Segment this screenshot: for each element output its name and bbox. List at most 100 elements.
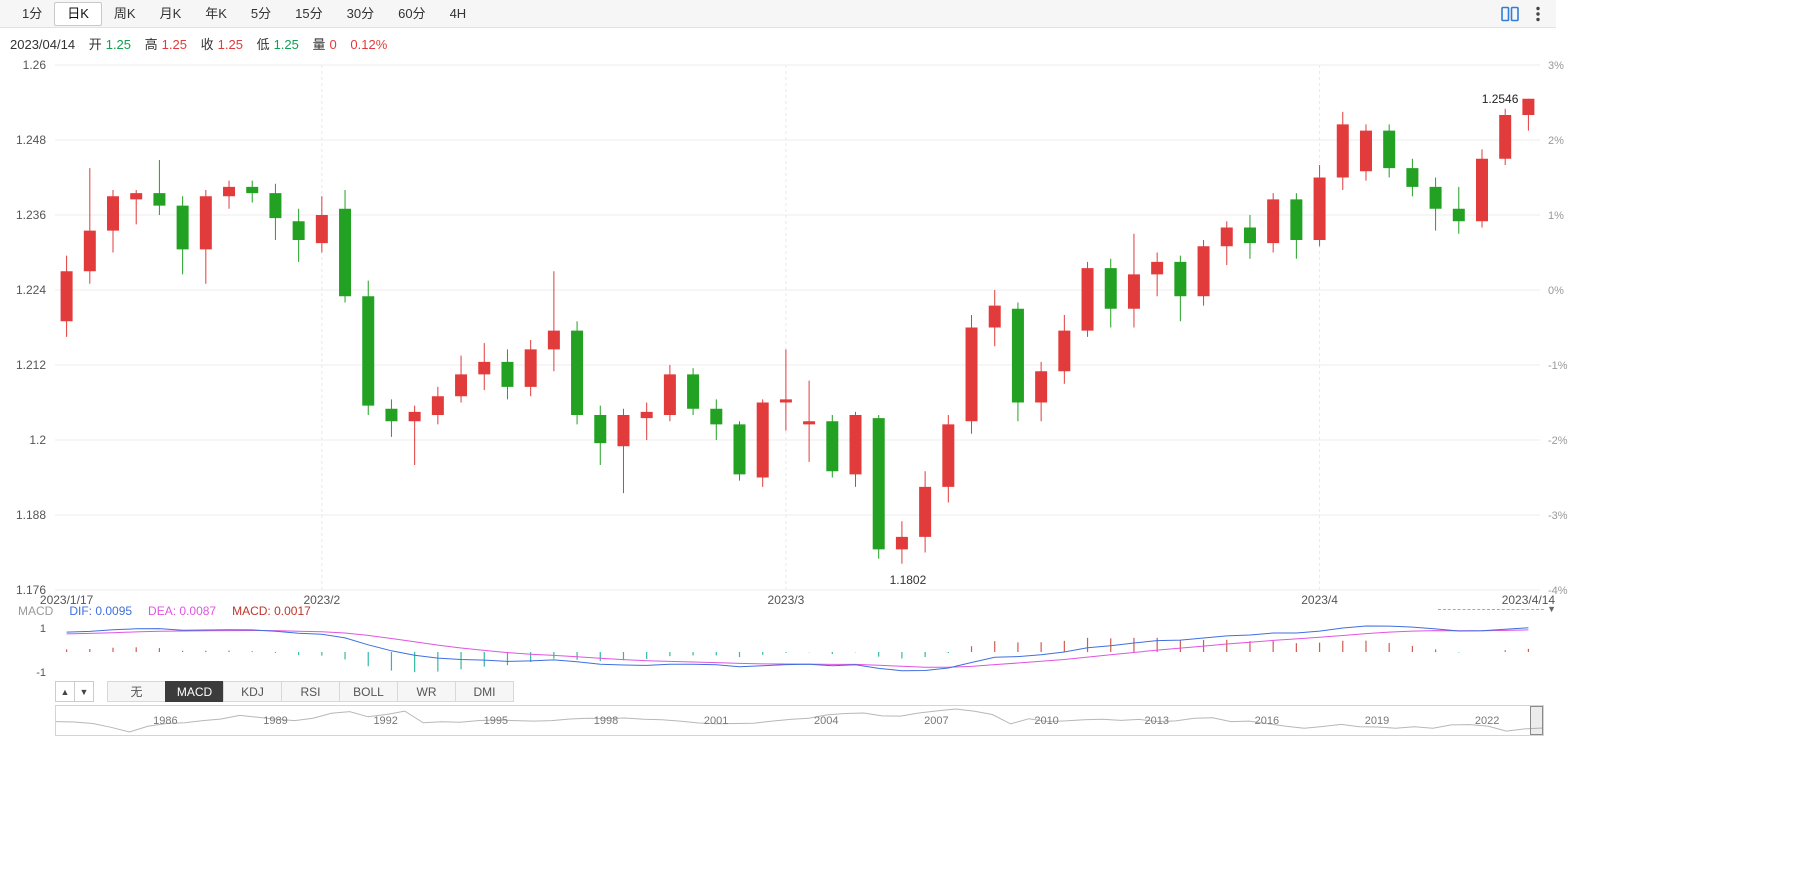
- macd-indicator-chart[interactable]: 1 -1: [0, 616, 1580, 680]
- indicator-tab-boll[interactable]: BOLL: [339, 681, 398, 702]
- percent-axis-label: 1%: [1548, 210, 1564, 222]
- candle: [640, 411, 653, 419]
- macd-range-handle[interactable]: ▼: [1438, 603, 1556, 615]
- date-axis-label: 2023/3: [768, 593, 805, 607]
- candle: [779, 399, 792, 403]
- tab-monthly[interactable]: 月K: [159, 5, 182, 21]
- tab-yearly[interactable]: 年K: [205, 5, 227, 21]
- navigator-line: [55, 708, 1544, 733]
- candle: [408, 411, 421, 422]
- price-axis-label: 1.188: [16, 508, 46, 522]
- candle: [710, 408, 723, 425]
- candle: [756, 402, 769, 478]
- navigator-line-chart: [55, 708, 1544, 733]
- indicator-tab-wr[interactable]: WR: [397, 681, 456, 702]
- candle: [1313, 177, 1326, 240]
- candle: [1104, 268, 1117, 309]
- tab-5min[interactable]: 5分: [250, 5, 272, 21]
- price-axis-label: 1.176: [16, 583, 46, 597]
- tab-15min[interactable]: 15分: [295, 5, 323, 21]
- macd-value-row: MACD DIF: 0.0095 DEA: 0.0087 MACD: 0.0017: [18, 604, 327, 618]
- multi-chart-icon[interactable]: [1500, 4, 1520, 24]
- macd-dea-value: DEA: 0.0087: [148, 604, 217, 618]
- candle: [1127, 274, 1140, 309]
- candle: [1406, 168, 1419, 187]
- low-label: 低: [256, 37, 270, 52]
- macd-macd-value: MACD: 0.0017: [232, 604, 311, 618]
- candle: [107, 196, 120, 231]
- candle: [1336, 124, 1349, 178]
- low-value: 1.25: [273, 37, 299, 52]
- indicator-tab-macd[interactable]: MACD: [165, 681, 224, 702]
- macd-panel-title: MACD: [18, 604, 54, 618]
- price-axis-label: 1.26: [23, 58, 47, 72]
- indicator-down-button[interactable]: ▼: [74, 681, 94, 702]
- candle: [1383, 130, 1396, 169]
- candle: [571, 330, 584, 415]
- candle: [872, 418, 885, 550]
- candle: [1499, 115, 1512, 159]
- candle: [130, 193, 143, 200]
- tab-4h[interactable]: 4H: [449, 5, 467, 21]
- tab-60min[interactable]: 60分: [398, 5, 426, 21]
- volume-value: 0: [329, 37, 337, 52]
- candle: [455, 374, 468, 397]
- tab-weekly[interactable]: 周K: [113, 5, 136, 21]
- indicator-tab-bar: ▲ ▼ 无 MACD KDJ RSI BOLL WR DMI: [55, 681, 514, 702]
- date-axis-label: 2023/4/14: [1502, 593, 1556, 607]
- navigator-selection[interactable]: [1530, 706, 1543, 735]
- candle: [965, 327, 978, 422]
- volume-label: 量: [312, 37, 326, 52]
- candle: [199, 196, 212, 250]
- candle: [919, 486, 932, 537]
- low-price-label: 1.1802: [890, 573, 927, 587]
- indicator-tab-none[interactable]: 无: [107, 681, 166, 702]
- candle: [663, 374, 676, 415]
- more-options-icon[interactable]: [1528, 4, 1548, 24]
- candle: [223, 186, 236, 197]
- candle: [1174, 261, 1187, 297]
- candle: [1290, 199, 1303, 240]
- indicator-up-button[interactable]: ▲: [55, 681, 75, 702]
- price-axis-label: 1.248: [16, 133, 46, 147]
- candle: [1475, 158, 1488, 222]
- candle: [524, 349, 537, 387]
- candle: [153, 193, 166, 206]
- candle: [339, 208, 352, 297]
- candle: [687, 374, 700, 409]
- date-axis-label: 2023/1/17: [40, 593, 94, 607]
- macd-axis-label: -1: [36, 667, 46, 679]
- candle: [1011, 308, 1024, 403]
- candle: [1197, 246, 1210, 297]
- candle: [501, 361, 514, 387]
- date-axis-label: 2023/4: [1301, 593, 1338, 607]
- tab-1min[interactable]: 1分: [22, 5, 43, 21]
- timeline-navigator[interactable]: 1986 1989 1992 1995 1998 2001 2004 2007 2010 2013…: [55, 705, 1544, 736]
- date-axis-label: 2023/2: [303, 593, 340, 607]
- candlestick-chart[interactable]: 1.26 3% 1.248 2% 1.236 1% 1.224 0% 1.212 -1% 1.2 -2…: [0, 57, 1580, 613]
- chevron-down-icon: ▼: [1547, 604, 1556, 614]
- candle: [1058, 330, 1071, 372]
- candle: [292, 221, 305, 240]
- tab-daily[interactable]: 日K: [54, 1, 102, 26]
- indicator-tab-kdj[interactable]: KDJ: [223, 681, 282, 702]
- candle: [478, 361, 491, 375]
- candle: [269, 193, 282, 219]
- candle: [1359, 130, 1372, 172]
- percent-axis-label: -4%: [1548, 585, 1568, 597]
- percent-axis-label: 2%: [1548, 135, 1564, 147]
- indicator-tab-dmi[interactable]: DMI: [455, 681, 514, 702]
- price-axis-label: 1.224: [16, 283, 46, 297]
- candle: [431, 396, 444, 415]
- candle: [594, 415, 607, 444]
- indicator-tab-rsi[interactable]: RSI: [281, 681, 340, 702]
- tab-30min[interactable]: 30分: [346, 5, 375, 21]
- period-toolbar: 1分 日K 周K 月K 年K 5分 15分 30分 60分 4H: [0, 0, 1556, 28]
- candle: [385, 408, 398, 422]
- candle: [826, 421, 839, 472]
- percent-axis-label: -2%: [1548, 435, 1568, 447]
- dif-line: [66, 625, 1529, 672]
- candle: [1220, 227, 1233, 247]
